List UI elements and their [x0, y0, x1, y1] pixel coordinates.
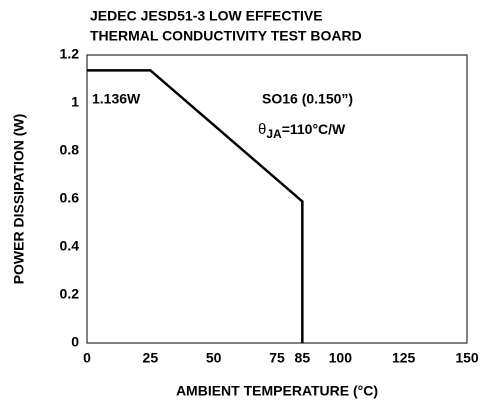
- x-tick-label: 125: [392, 350, 416, 366]
- x-tick-label: 85: [295, 350, 311, 366]
- annotation-background: [89, 89, 145, 108]
- annotation: 1.136W: [92, 91, 141, 107]
- annotation-background: [259, 89, 357, 108]
- x-tick-label: 25: [143, 350, 159, 366]
- y-tick-label: 0.2: [60, 286, 80, 302]
- annotation: SO16 (0.150”): [262, 91, 353, 107]
- y-tick-label: 0.8: [60, 142, 80, 158]
- x-tick-label: 150: [455, 350, 479, 366]
- plot-frame: [86, 54, 468, 344]
- y-tick-label: 0.4: [60, 238, 80, 254]
- x-tick-label: 50: [206, 350, 222, 366]
- y-tick-label: 0.6: [60, 190, 80, 206]
- annotation: θJA=110°C/W: [258, 121, 346, 141]
- data-line: [87, 69, 304, 343]
- chart-title: JEDEC JESD51-3 LOW EFFECTIVE: [90, 8, 323, 24]
- y-axis-label: POWER DISSIPATION (W): [11, 114, 27, 285]
- annotation-part: JA: [266, 127, 282, 141]
- annotation-part: =110°C/W: [282, 121, 346, 137]
- chart-title: THERMAL CONDUCTIVITY TEST BOARD: [90, 28, 362, 44]
- y-tick-label: 0: [71, 334, 79, 350]
- x-tick-label: 100: [329, 350, 353, 366]
- annotation-part: θ: [258, 121, 266, 138]
- annotation-background: [255, 119, 350, 143]
- x-tick-label: 0: [83, 350, 91, 366]
- y-tick-label: 1.2: [60, 46, 80, 62]
- y-tick-label: 1: [71, 94, 79, 110]
- x-tick-label: 75: [269, 350, 285, 366]
- x-axis-label: AMBIENT TEMPERATURE (°C): [176, 383, 378, 399]
